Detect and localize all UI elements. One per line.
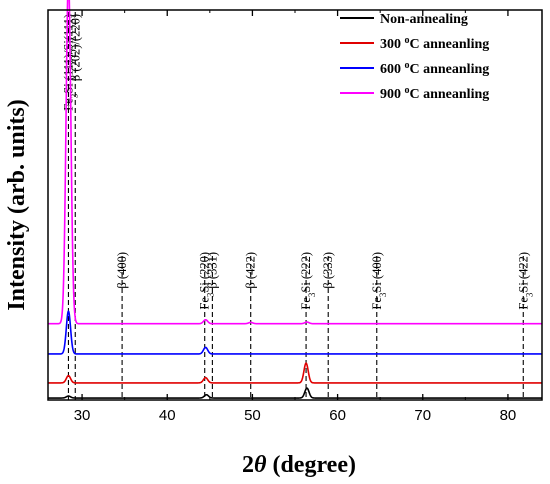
reference-line-label: Fe3Si (222) <box>299 252 317 310</box>
series-line <box>48 0 542 325</box>
reference-lines: Fe3Si (111)/Si(111)β (202)/(220) β (400) F… <box>61 12 534 400</box>
legend-entry-label: Non-annealing <box>380 12 468 27</box>
x-axis-ticks: 30 40 50 60 70 80 <box>74 10 517 424</box>
legend: Non-annealing 300 oC anneanling 600 oC ann… <box>340 12 489 102</box>
x-tick-label: 30 <box>74 407 91 424</box>
x-axis-title: 2θ (degree) <box>242 452 356 478</box>
x-tick-label: 50 <box>244 407 261 424</box>
reference-line-label: Fe3Si (400) <box>370 252 388 310</box>
legend-entry-label: 300 oC anneanling <box>380 35 489 53</box>
reference-line-label: β (202)/(220) <box>68 14 82 81</box>
reference-line-label: Fe3Si (422) <box>516 252 534 310</box>
reference-line-label: Fe3Si (111)/Si(111) <box>61 14 79 111</box>
x-tick-label: 60 <box>329 407 346 424</box>
reference-line-label: β (331) <box>205 252 219 289</box>
reference-line-label: β (333) <box>321 252 335 289</box>
reference-line-label: Fe3Si (220) <box>198 252 216 310</box>
reference-line-label: β (400) <box>115 252 129 289</box>
reference-line-label: β (422) <box>244 252 258 289</box>
x-tick-label: 80 <box>500 407 517 424</box>
legend-entry-label: 600 oC anneanling <box>380 60 489 78</box>
series-line <box>48 362 542 384</box>
legend-entry-label: 900 oC anneanling <box>380 85 489 103</box>
x-tick-label: 40 <box>159 407 176 424</box>
series-line <box>48 310 542 355</box>
y-axis-title: Intensity (arb. units) <box>4 99 30 310</box>
x-tick-label: 70 <box>414 407 431 424</box>
